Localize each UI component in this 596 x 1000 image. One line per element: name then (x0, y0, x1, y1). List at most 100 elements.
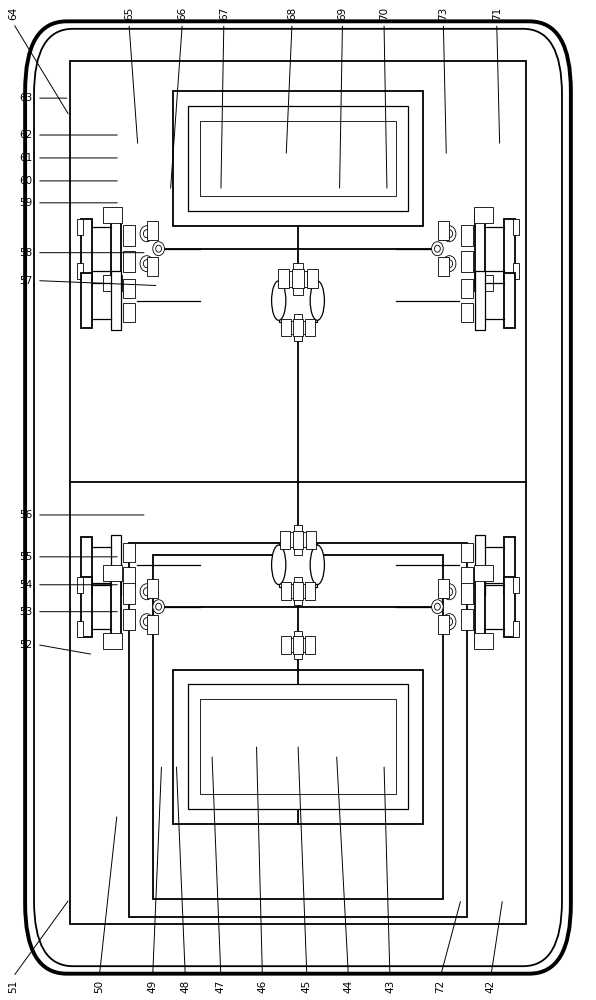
Bar (293, 636, 303, 654)
Ellipse shape (140, 226, 153, 242)
Text: 45: 45 (302, 980, 312, 993)
Ellipse shape (434, 245, 440, 252)
Ellipse shape (443, 614, 456, 630)
Bar (513, 219, 519, 235)
Ellipse shape (310, 281, 324, 320)
Bar (188, 684, 408, 809)
Bar (123, 609, 135, 630)
Bar (474, 207, 492, 223)
Ellipse shape (144, 618, 150, 626)
Bar (293, 319, 303, 336)
Bar (77, 621, 83, 637)
Ellipse shape (140, 584, 153, 600)
Bar (475, 271, 485, 330)
Bar (281, 582, 291, 600)
Bar (77, 263, 83, 279)
Text: 47: 47 (216, 980, 226, 993)
Bar (461, 543, 473, 562)
Text: 42: 42 (486, 980, 496, 993)
Bar (461, 251, 473, 272)
Bar (281, 319, 291, 336)
Bar (280, 531, 290, 549)
Bar (504, 577, 514, 637)
Ellipse shape (446, 588, 452, 596)
Ellipse shape (153, 242, 164, 256)
Text: 68: 68 (287, 7, 297, 20)
Bar (294, 314, 302, 341)
Bar (461, 279, 473, 298)
Bar (293, 269, 303, 288)
Bar (104, 633, 122, 649)
Bar (123, 583, 135, 604)
Bar (293, 263, 303, 295)
Bar (200, 121, 396, 196)
Ellipse shape (446, 230, 452, 238)
Bar (82, 273, 92, 328)
Bar (474, 565, 492, 581)
Bar (111, 569, 121, 645)
Text: 73: 73 (438, 7, 448, 20)
Bar (104, 275, 122, 291)
Bar (77, 577, 83, 593)
Text: 72: 72 (435, 980, 445, 993)
Bar (294, 631, 302, 659)
Bar (123, 225, 135, 246)
Bar (513, 263, 519, 279)
Text: 46: 46 (257, 980, 268, 993)
Bar (305, 319, 315, 336)
Bar (279, 279, 317, 322)
Text: 56: 56 (19, 510, 32, 520)
Bar (173, 91, 423, 226)
Ellipse shape (272, 281, 286, 320)
Bar (461, 583, 473, 604)
Text: 59: 59 (19, 198, 32, 208)
Bar (290, 584, 306, 598)
Ellipse shape (432, 242, 443, 256)
Text: 60: 60 (19, 176, 32, 186)
Bar (278, 269, 289, 288)
Text: 48: 48 (180, 980, 190, 993)
Bar (123, 279, 135, 298)
Ellipse shape (310, 545, 324, 585)
Bar (123, 543, 135, 562)
Text: 64: 64 (8, 7, 18, 20)
Ellipse shape (144, 230, 150, 238)
Ellipse shape (153, 600, 164, 614)
Bar (147, 257, 159, 276)
Bar (293, 582, 303, 600)
Bar (437, 615, 449, 634)
Ellipse shape (446, 260, 452, 268)
Bar (147, 615, 159, 634)
Ellipse shape (156, 245, 162, 252)
Bar (513, 577, 519, 593)
Bar (129, 543, 467, 917)
Bar (200, 699, 396, 794)
Bar (188, 106, 408, 211)
Bar (147, 579, 159, 598)
Bar (461, 225, 473, 246)
Bar (123, 567, 135, 586)
Bar (123, 251, 135, 272)
Bar (111, 535, 121, 595)
Text: 63: 63 (19, 93, 32, 103)
Text: 57: 57 (19, 276, 32, 286)
Bar (82, 219, 92, 279)
Ellipse shape (446, 618, 452, 626)
Text: 51: 51 (8, 980, 18, 993)
Text: 58: 58 (19, 248, 32, 258)
Bar (70, 61, 526, 924)
Bar (474, 275, 492, 291)
Bar (305, 636, 315, 654)
Text: 55: 55 (19, 552, 32, 562)
Text: 54: 54 (19, 580, 32, 590)
Bar (82, 537, 92, 593)
Text: 53: 53 (19, 607, 32, 617)
Bar (82, 577, 92, 637)
Bar (437, 221, 449, 240)
Ellipse shape (434, 603, 440, 610)
Bar (437, 579, 449, 598)
Text: 49: 49 (148, 980, 158, 993)
Ellipse shape (144, 260, 150, 268)
Bar (111, 271, 121, 330)
Bar (513, 621, 519, 637)
